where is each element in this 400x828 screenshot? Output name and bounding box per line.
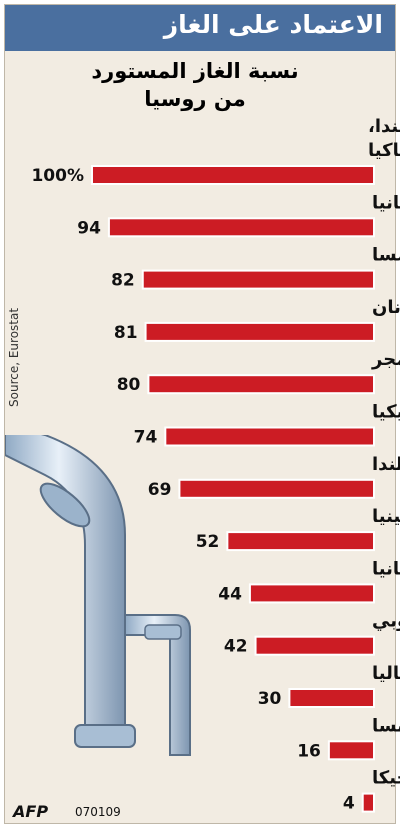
value-label: 52 bbox=[196, 532, 220, 552]
bar bbox=[141, 269, 375, 290]
value-label: 74 bbox=[134, 428, 158, 448]
bar bbox=[178, 478, 375, 499]
bar bbox=[107, 217, 375, 238]
category-label: رومانيا bbox=[372, 192, 400, 213]
gas-pipe-illustration bbox=[5, 435, 191, 756]
category-label: بولندا bbox=[372, 454, 400, 475]
category-label: ايطاليا bbox=[372, 663, 400, 684]
value-label: 81 bbox=[114, 323, 138, 343]
bar bbox=[288, 688, 375, 708]
category-label: النمسا bbox=[372, 245, 400, 266]
bar bbox=[361, 792, 376, 813]
bar bbox=[327, 740, 376, 761]
infographic-panel: الاعتماد على الغاز نسبة الغاز المستورد م… bbox=[4, 4, 396, 824]
value-label: 16 bbox=[297, 741, 321, 761]
category-label: لاتفيا، ليتوانيا، سلوفاكيا bbox=[368, 140, 400, 161]
credit-code: 070109 bbox=[75, 805, 121, 819]
bar bbox=[226, 531, 375, 552]
value-label: 30 bbox=[258, 689, 282, 709]
value-label: 82 bbox=[111, 271, 135, 291]
category-label: فرنسا bbox=[372, 715, 400, 736]
chart-title: الاعتماد على الغاز bbox=[163, 10, 383, 39]
category-label: الاتحاد الاوروبي bbox=[372, 611, 400, 632]
category-label: اليونان bbox=[372, 297, 400, 318]
value-label: 42 bbox=[224, 637, 248, 657]
bar bbox=[147, 374, 375, 395]
bar bbox=[248, 583, 375, 604]
chart-subtitle-line-1: نسبة الغاز المستورد bbox=[91, 59, 299, 83]
category-label: بلجيكا bbox=[372, 768, 400, 789]
value-label: 80 bbox=[117, 375, 141, 395]
value-label: 94 bbox=[77, 218, 101, 238]
category-label: تشيكيا bbox=[372, 402, 400, 423]
bar bbox=[91, 165, 375, 185]
bar bbox=[254, 635, 375, 656]
category-label: سلوفينيا bbox=[372, 506, 400, 527]
value-label: 44 bbox=[218, 584, 242, 604]
value-label: 4 bbox=[343, 794, 355, 814]
category-label: المجر bbox=[371, 349, 400, 370]
value-label: 69 bbox=[148, 480, 172, 500]
afp-logo: AFP bbox=[13, 802, 49, 821]
category-label: بلغاريا، استونيا، فنلندا، bbox=[368, 116, 400, 137]
title-bar: الاعتماد على الغاز bbox=[5, 5, 395, 51]
category-label: المانيا bbox=[372, 558, 400, 579]
bar bbox=[164, 426, 375, 447]
bar bbox=[144, 321, 375, 342]
value-label: 100% bbox=[31, 166, 84, 186]
chart-subtitle-line-2: من روسيا bbox=[144, 87, 246, 111]
